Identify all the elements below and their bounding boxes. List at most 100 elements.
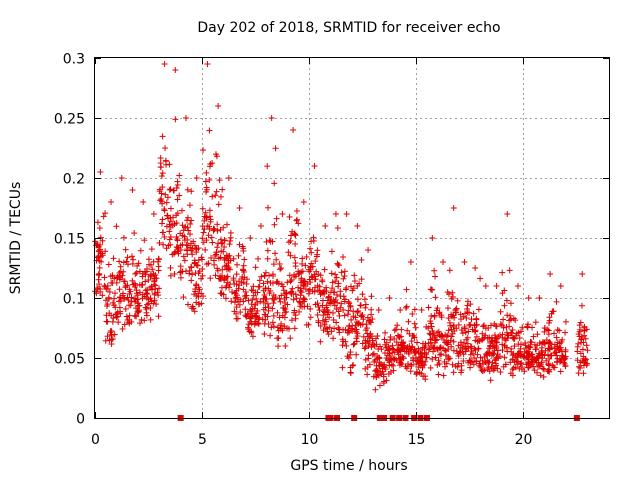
data-point xyxy=(92,238,99,245)
data-point xyxy=(582,355,589,362)
data-point xyxy=(324,325,331,332)
data-point xyxy=(237,309,244,316)
data-point xyxy=(425,340,432,347)
data-point xyxy=(109,272,116,279)
data-point xyxy=(270,261,277,268)
data-point xyxy=(506,317,513,324)
data-point xyxy=(131,298,138,305)
data-point xyxy=(562,318,569,325)
data-point xyxy=(501,302,508,309)
data-point xyxy=(486,345,493,352)
data-point xyxy=(415,345,422,352)
data-point xyxy=(270,300,277,307)
data-point xyxy=(520,353,527,360)
data-point xyxy=(102,297,109,304)
data-point xyxy=(202,246,209,253)
data-point xyxy=(161,61,168,67)
data-point xyxy=(460,357,467,364)
data-point xyxy=(188,264,195,271)
data-point xyxy=(328,248,335,255)
data-point xyxy=(209,160,216,167)
data-point xyxy=(142,278,149,285)
data-point xyxy=(537,372,544,379)
data-point xyxy=(282,290,289,297)
data-point xyxy=(102,337,109,344)
data-point xyxy=(134,292,141,299)
data-point xyxy=(474,351,481,358)
data-point xyxy=(341,268,348,275)
data-point xyxy=(365,247,372,253)
data-point xyxy=(249,333,256,340)
data-point xyxy=(160,229,167,236)
data-point xyxy=(333,319,340,326)
data-point xyxy=(217,290,224,297)
data-point xyxy=(276,260,283,267)
data-point xyxy=(186,202,193,209)
data-point xyxy=(538,349,545,356)
data-point xyxy=(402,304,409,311)
data-point xyxy=(255,316,262,323)
data-point xyxy=(215,255,222,262)
data-point xyxy=(407,259,414,265)
data-point xyxy=(220,291,227,298)
data-point xyxy=(351,340,358,347)
data-point xyxy=(307,245,314,252)
data-point xyxy=(233,310,240,317)
data-point xyxy=(467,358,474,365)
x-tick-label: 0 xyxy=(91,432,100,448)
data-point xyxy=(123,313,130,320)
data-point xyxy=(115,319,122,326)
data-point xyxy=(176,192,183,199)
data-point xyxy=(159,133,166,140)
data-point xyxy=(547,271,554,277)
data-point xyxy=(321,266,328,273)
data-point xyxy=(110,315,117,322)
data-point xyxy=(269,238,276,245)
data-point xyxy=(466,309,473,316)
data-point xyxy=(509,372,516,379)
data-point xyxy=(96,272,103,279)
chart-title: Day 202 of 2018, SRMTID for receiver ech… xyxy=(197,20,500,36)
data-point xyxy=(425,346,432,353)
data-point xyxy=(533,359,540,366)
data-point xyxy=(188,277,195,284)
data-point xyxy=(397,307,404,313)
data-point xyxy=(304,303,311,310)
data-point xyxy=(204,223,211,230)
data-point xyxy=(425,325,432,332)
data-point xyxy=(406,330,413,337)
data-point xyxy=(149,266,156,273)
data-point xyxy=(128,298,135,305)
data-point xyxy=(332,271,339,278)
data-point xyxy=(250,292,257,299)
data-point xyxy=(398,361,405,368)
data-point xyxy=(153,275,160,282)
data-point xyxy=(403,365,410,372)
data-point xyxy=(467,364,474,371)
data-point xyxy=(245,326,252,333)
data-point xyxy=(464,309,471,316)
data-point xyxy=(531,367,538,374)
data-point xyxy=(94,219,101,226)
data-point xyxy=(583,342,590,349)
data-point xyxy=(357,302,364,309)
data-point xyxy=(353,335,360,342)
data-point xyxy=(122,305,129,312)
data-point xyxy=(340,275,347,282)
data-point xyxy=(492,356,499,363)
data-point xyxy=(303,253,310,260)
data-point xyxy=(539,352,546,359)
data-point xyxy=(207,275,214,282)
data-point xyxy=(109,318,116,325)
data-point xyxy=(191,308,198,315)
data-point xyxy=(231,290,238,297)
data-point xyxy=(145,256,152,263)
data-point xyxy=(313,253,320,260)
data-point xyxy=(507,312,514,319)
data-point xyxy=(159,170,166,177)
data-point xyxy=(367,333,374,340)
data-point xyxy=(545,360,552,367)
data-point xyxy=(225,175,232,181)
data-point xyxy=(404,327,411,334)
